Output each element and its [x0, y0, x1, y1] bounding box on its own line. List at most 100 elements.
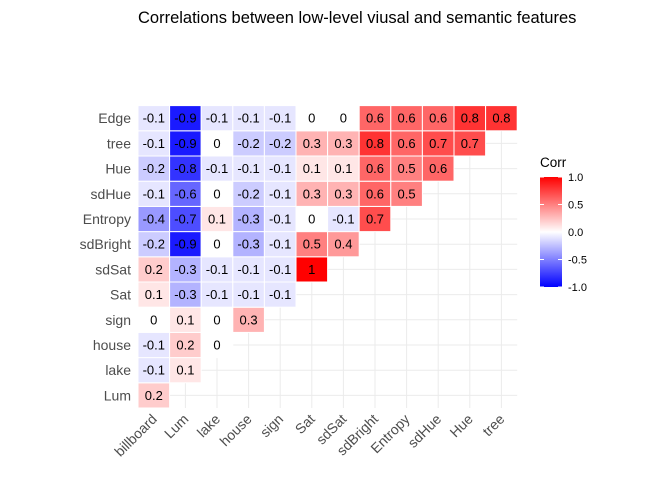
cell-lake-sdsat: -0.1 — [200, 256, 234, 283]
y-label-entropy: Entropy — [83, 211, 131, 227]
cell-value-label: -0.8 — [174, 161, 196, 176]
cell-rect — [263, 130, 297, 157]
cell-rect — [327, 180, 360, 207]
cell-value-label: 0 — [308, 111, 315, 126]
cell-value-label: 0.7 — [429, 136, 447, 151]
cell-value-label: -0.1 — [206, 111, 228, 126]
cell-value-label: 0 — [150, 312, 157, 327]
cell-value-label: -0.1 — [269, 111, 291, 126]
cell-rect — [200, 306, 234, 333]
cell-lake-entropy: 0.1 — [200, 205, 234, 233]
legend-tick-label: 0.0 — [568, 227, 583, 239]
cell-lake-sdhue: 0 — [200, 180, 234, 207]
cell-billboard-sat: 0.1 — [137, 281, 171, 308]
cell-lum-lake: 0.1 — [169, 357, 202, 384]
cell-value-label: 0.8 — [492, 111, 510, 126]
cell-hue-edge: 0.8 — [453, 105, 487, 132]
cell-rect — [295, 105, 329, 132]
cell-lum-entropy: -0.7 — [169, 205, 202, 233]
cell-sign-entropy: -0.1 — [263, 205, 297, 233]
y-label-lake: lake — [105, 362, 131, 378]
cell-value-label: -0.3 — [237, 212, 259, 227]
x-label-sdhue: sdHue — [404, 411, 444, 451]
y-label-sdbright: sdBright — [80, 236, 131, 252]
x-label-hue: Hue — [446, 411, 476, 441]
cell-value-label: 0 — [213, 312, 220, 327]
cell-value-label: 0.6 — [366, 111, 384, 126]
cell-rect — [263, 155, 297, 182]
cell-rect — [200, 155, 234, 182]
cell-sat-sdsat: 1 — [295, 256, 329, 283]
cell-rect — [169, 180, 202, 207]
cell-rect — [295, 155, 329, 182]
cell-rect — [169, 281, 202, 308]
cell-value-label: -0.1 — [143, 338, 165, 353]
cell-sdbright-edge: 0.6 — [358, 105, 392, 132]
legend-tick-label: -1.0 — [568, 282, 587, 294]
cell-value-label: 0.4 — [334, 237, 352, 252]
cell-sign-sdbright: -0.1 — [263, 231, 297, 258]
cell-rect — [390, 105, 423, 132]
cell-sign-hue: -0.1 — [263, 155, 297, 182]
cell-value-label: 0.8 — [366, 136, 384, 151]
cell-entropy-sdhue: 0.5 — [390, 180, 423, 207]
cell-rect — [327, 130, 360, 157]
cell-value-label: -0.2 — [143, 237, 165, 252]
y-label-hue: Hue — [105, 161, 131, 177]
cell-sat-entropy: 0 — [295, 205, 329, 233]
cell-entropy-hue: 0.5 — [390, 155, 423, 182]
cell-value-label: -0.6 — [174, 186, 196, 201]
cell-rect — [485, 105, 518, 132]
cell-rect — [232, 205, 265, 233]
x-label-lum: Lum — [161, 411, 192, 442]
cell-rect — [358, 205, 392, 233]
y-label-house: house — [93, 337, 131, 353]
cell-value-label: -0.1 — [269, 161, 291, 176]
cell-lum-hue: -0.8 — [169, 155, 202, 182]
cell-rect — [263, 281, 297, 308]
cell-rect — [137, 357, 171, 384]
cell-rect — [358, 105, 392, 132]
cell-rect — [263, 231, 297, 258]
cell-rect — [200, 281, 234, 308]
cell-rect — [263, 256, 297, 283]
cell-sdsat-entropy: -0.1 — [327, 205, 360, 233]
cell-rect — [421, 155, 455, 182]
cell-sign-sat: -0.1 — [263, 281, 297, 308]
cell-lake-sat: -0.1 — [200, 281, 234, 308]
cell-value-label: 0 — [308, 212, 315, 227]
cell-value-label: -0.1 — [237, 287, 259, 302]
cell-sdbright-tree: 0.8 — [358, 130, 392, 157]
cell-value-label: 0.7 — [366, 212, 384, 227]
cell-rect — [169, 256, 202, 283]
cell-value-label: 0.5 — [398, 161, 416, 176]
cell-lum-tree: -0.9 — [169, 130, 202, 157]
legend-tick-label: 1.0 — [568, 172, 583, 184]
cell-value-label: 0.6 — [366, 186, 384, 201]
cell-sat-tree: 0.3 — [295, 130, 329, 157]
legend-tick-label: 0.5 — [568, 200, 583, 212]
cell-value-label: 0.1 — [334, 161, 352, 176]
cell-value-label: -0.4 — [143, 212, 165, 227]
cell-sat-sdbright: 0.5 — [295, 231, 329, 258]
cell-value-label: -0.1 — [269, 287, 291, 302]
cell-house-hue: -0.1 — [232, 155, 265, 182]
y-label-tree: tree — [107, 135, 131, 151]
cell-billboard-entropy: -0.4 — [137, 205, 171, 233]
cell-value-label: 0.7 — [461, 136, 479, 151]
cell-value-label: -0.1 — [269, 186, 291, 201]
cell-value-label: -0.1 — [143, 136, 165, 151]
cell-value-label: 0.6 — [366, 161, 384, 176]
cell-value-label: -0.1 — [206, 262, 228, 277]
cell-billboard-house: -0.1 — [137, 331, 171, 359]
cell-value-label: 0.3 — [240, 312, 258, 327]
cell-billboard-edge: -0.1 — [137, 105, 171, 132]
cell-rect — [390, 155, 423, 182]
cell-value-label: 0.8 — [461, 111, 479, 126]
cell-sdsat-sdbright: 0.4 — [327, 231, 360, 258]
cell-value-label: 0 — [213, 338, 220, 353]
cell-lake-sdbright: 0 — [200, 231, 234, 258]
cell-rect — [327, 155, 360, 182]
cell-rect — [137, 256, 171, 283]
cell-sdbright-hue: 0.6 — [358, 155, 392, 182]
